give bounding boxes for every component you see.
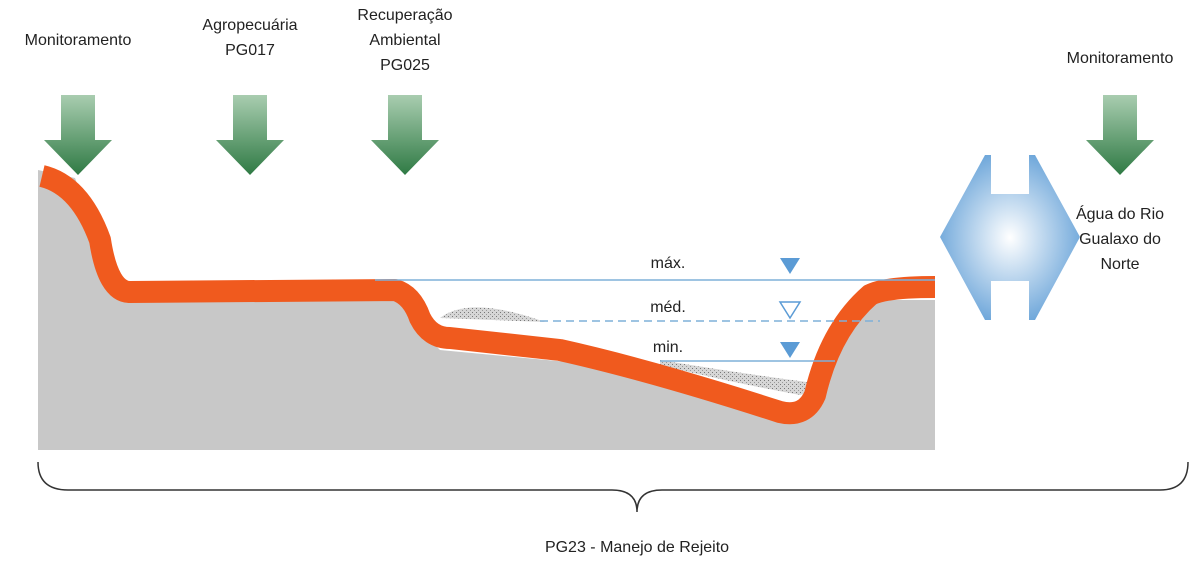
intervention-label: PG017	[225, 42, 275, 59]
intervention-label: Monitoramento	[25, 32, 132, 49]
diagram: PG23 - Manejo de Rejeito Monitoramento Ag…	[0, 0, 1198, 556]
down-arrow	[216, 95, 284, 175]
river-label: Gualaxo do	[1079, 231, 1161, 248]
intervention-label: Agropecuária	[202, 17, 297, 34]
down-arrow	[1086, 95, 1154, 175]
intervention-label: Ambiental	[369, 32, 440, 49]
river-label: Norte	[1100, 256, 1139, 273]
down-arrow	[44, 95, 112, 175]
down-arrow	[371, 95, 439, 175]
level-label: máx.	[651, 255, 686, 272]
footer: PG23 - Manejo de Rejeito	[545, 539, 729, 556]
intervention-label: PG025	[380, 57, 430, 74]
brace	[38, 462, 1188, 512]
river-label: Água do Rio	[1076, 204, 1164, 223]
intervention-label: Recuperação	[357, 7, 452, 24]
intervention-label: Monitoramento	[1067, 50, 1174, 67]
level-label: min.	[653, 339, 683, 356]
level-label: méd.	[650, 299, 686, 316]
river-arrow	[940, 150, 1080, 325]
ground	[38, 170, 935, 450]
